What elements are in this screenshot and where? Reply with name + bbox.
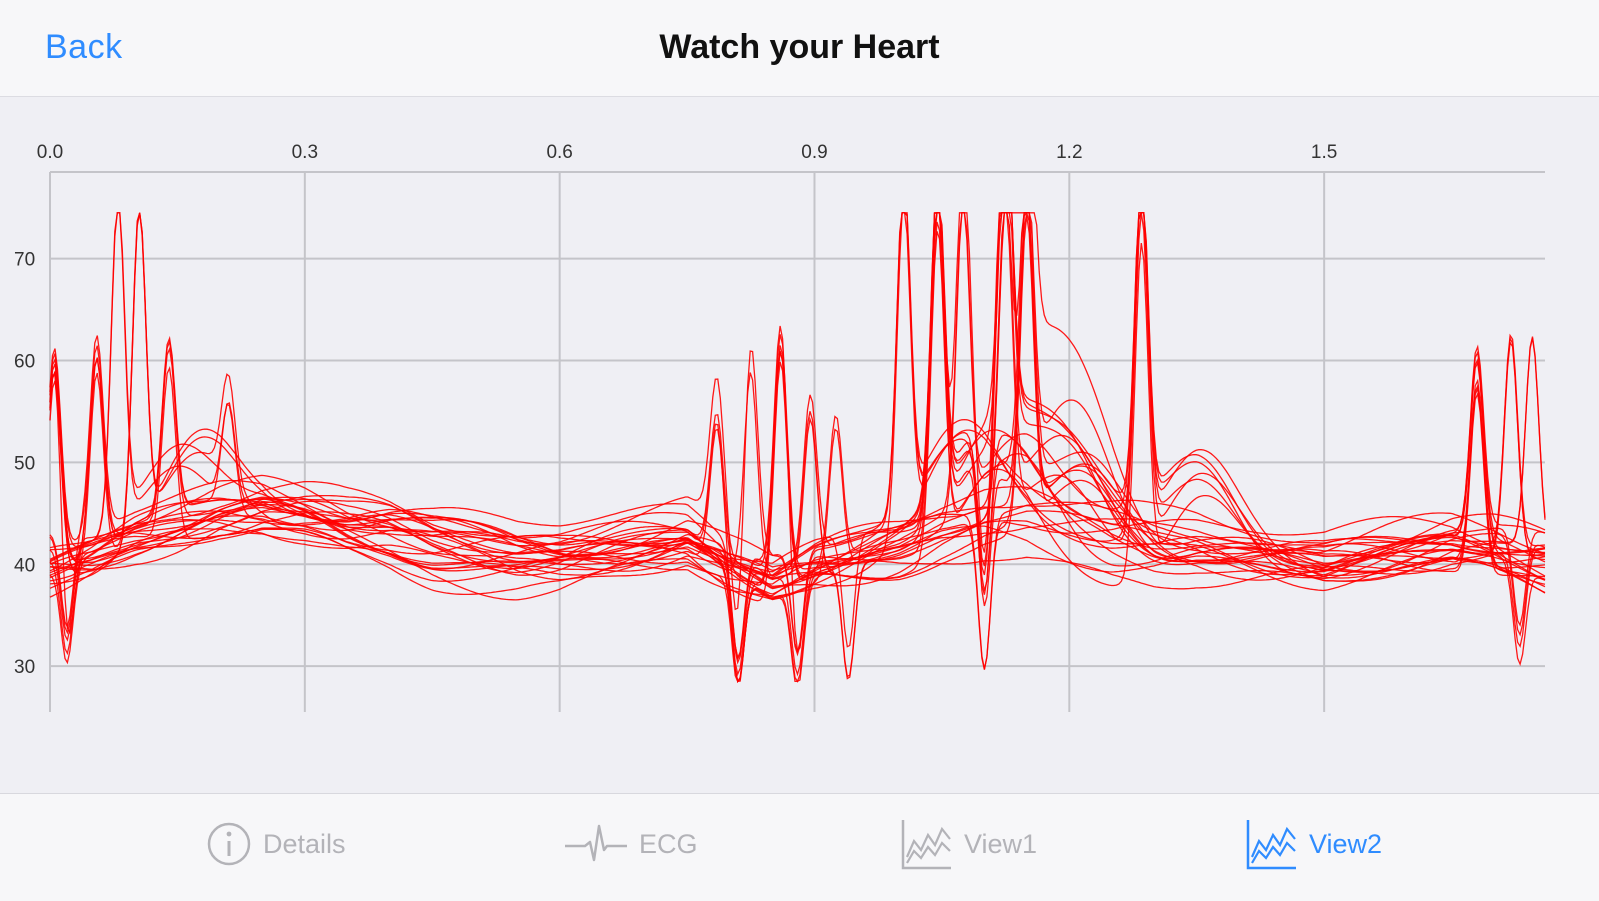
ecg-trace bbox=[49, 212, 1546, 680]
page-title: Watch your Heart bbox=[659, 28, 940, 66]
tab-view1[interactable]: View1 bbox=[900, 816, 1037, 872]
chart-grid bbox=[49, 171, 1545, 712]
ecg-icon bbox=[565, 824, 627, 862]
ecg-trace bbox=[49, 212, 1546, 683]
navigation-bar: Back Watch your Heart bbox=[0, 0, 1599, 97]
y-tick-label: 30 bbox=[14, 657, 35, 678]
ecg-trace bbox=[49, 335, 1546, 670]
y-tick-label: 40 bbox=[14, 555, 35, 576]
tab-details-label: Details bbox=[263, 828, 346, 859]
tab-view2[interactable]: View2 bbox=[1245, 816, 1382, 872]
tab-ecg[interactable]: ECG bbox=[563, 816, 698, 872]
ecg-trace bbox=[49, 212, 1546, 665]
tab-ecg-label: ECG bbox=[639, 828, 698, 859]
x-tick-label: 0.0 bbox=[37, 142, 63, 163]
x-tick-label: 1.5 bbox=[1311, 142, 1337, 163]
chart-area: 0.0 0.3 0.6 0.9 1.2 1.5 30 40 50 60 70 bbox=[0, 97, 1599, 793]
area-chart-icon bbox=[1246, 820, 1296, 870]
x-tick-label: 0.9 bbox=[801, 142, 827, 163]
ecg-trace bbox=[49, 386, 1546, 683]
tab-bar: Details ECG View1 View2 bbox=[0, 793, 1599, 901]
ecg-traces bbox=[49, 212, 1546, 684]
y-tick-label: 70 bbox=[14, 250, 35, 271]
ecg-trace bbox=[49, 212, 1546, 665]
ecg-trace bbox=[49, 212, 1546, 667]
tab-view2-label: View2 bbox=[1309, 828, 1383, 859]
y-tick-label: 60 bbox=[14, 351, 35, 372]
ecg-trace bbox=[49, 212, 1545, 607]
ecg-trace bbox=[49, 212, 1546, 683]
y-tick-label: 50 bbox=[14, 453, 35, 474]
back-button[interactable]: Back bbox=[45, 28, 123, 66]
ecg-trace bbox=[49, 339, 1546, 677]
ecg-trace bbox=[49, 212, 1546, 588]
ecg-trace bbox=[49, 212, 1546, 574]
ecg-trace bbox=[49, 212, 1546, 654]
tab-view1-label: View1 bbox=[964, 828, 1038, 859]
info-icon bbox=[207, 822, 251, 866]
ecg-overlay-chart: 0.0 0.3 0.6 0.9 1.2 1.5 30 40 50 60 70 bbox=[14, 142, 1546, 712]
ecg-trace bbox=[49, 480, 1546, 648]
area-chart-icon bbox=[901, 820, 951, 870]
ecg-trace bbox=[49, 215, 1546, 677]
ecg-trace bbox=[49, 333, 1546, 683]
tab-details[interactable]: Details bbox=[205, 816, 346, 872]
x-tick-label: 0.6 bbox=[546, 142, 572, 163]
x-tick-label: 1.2 bbox=[1056, 142, 1082, 163]
x-tick-label: 0.3 bbox=[292, 142, 318, 163]
ecg-trace bbox=[49, 212, 1546, 588]
ecg-trace bbox=[49, 212, 1546, 684]
ecg-trace bbox=[49, 231, 1546, 683]
